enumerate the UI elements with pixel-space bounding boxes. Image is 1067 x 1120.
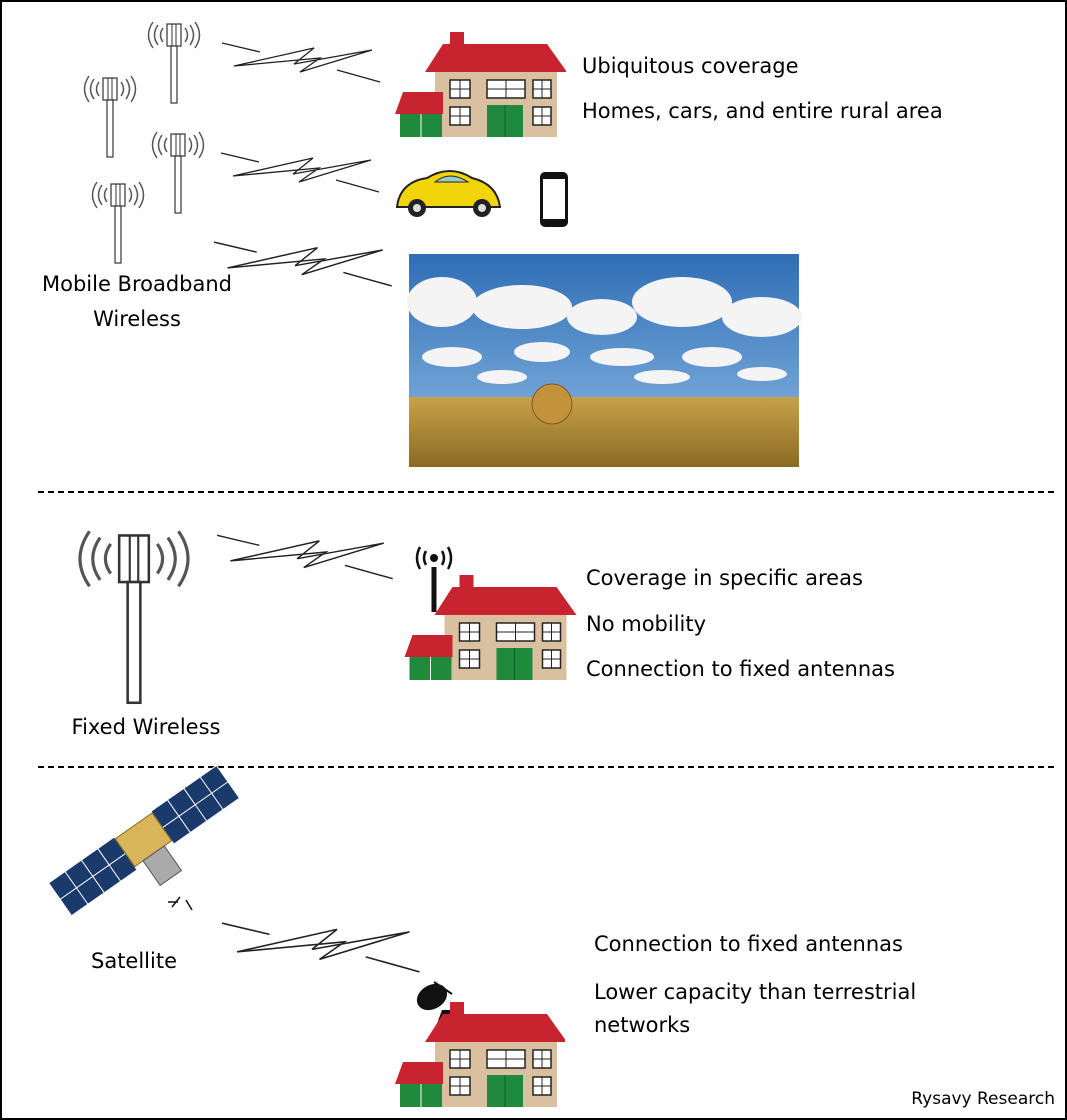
satellite-icon bbox=[49, 765, 255, 937]
section-label: Satellite bbox=[91, 947, 177, 975]
credit: Rysavy Research bbox=[911, 1085, 1055, 1113]
section-label: Mobile Broadband bbox=[42, 270, 232, 298]
feature-text: Connection to fixed antennas bbox=[586, 655, 895, 683]
house-icon bbox=[395, 32, 567, 137]
diagram: Mobile Broadband Wireless Ubiquitous cov… bbox=[0, 0, 1067, 1120]
section-label: Wireless bbox=[93, 305, 181, 333]
rural-field-photo bbox=[407, 254, 802, 467]
feature-text: Connection to fixed antennas bbox=[594, 930, 903, 958]
phone-icon bbox=[540, 172, 568, 227]
section-label: Fixed Wireless bbox=[72, 713, 221, 741]
feature-text: No mobility bbox=[586, 610, 706, 638]
feature-text: Homes, cars, and entire rural area bbox=[582, 97, 943, 125]
car-icon bbox=[397, 171, 500, 217]
house-icon bbox=[395, 1002, 567, 1107]
signal-bolts bbox=[214, 43, 420, 972]
feature-text: Coverage in specific areas bbox=[586, 564, 863, 592]
feature-text: Lower capacity than terrestrial networks bbox=[594, 976, 964, 1042]
fixed-tower bbox=[80, 531, 188, 703]
house-icon bbox=[405, 575, 577, 680]
feature-text: Ubiquitous coverage bbox=[582, 52, 799, 80]
mobile-towers bbox=[85, 22, 204, 263]
